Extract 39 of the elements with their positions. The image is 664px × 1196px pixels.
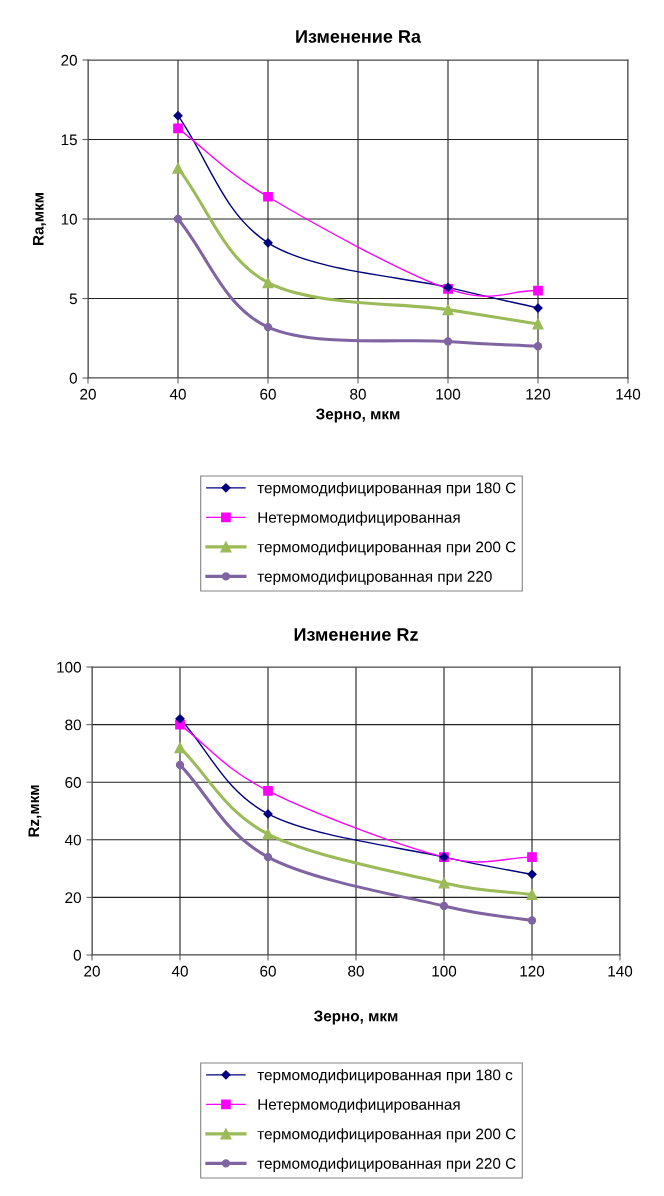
x-tick-label: 40 bbox=[171, 965, 188, 977]
x-tick-label: 80 bbox=[348, 965, 364, 977]
y-tick-label: 100 bbox=[57, 661, 81, 673]
y-tick-label: 60 bbox=[65, 777, 81, 788]
legend-label: термомодифицрованная при 220 bbox=[257, 570, 492, 585]
legend-label: Нетермомодифицированная bbox=[258, 1098, 460, 1113]
y-tick-label: 40 bbox=[64, 834, 81, 846]
legend-label: термомодифицированная при 200 С bbox=[257, 1128, 516, 1143]
y-tick-label: 5 bbox=[69, 293, 77, 305]
y-tick-label: 80 bbox=[65, 719, 81, 731]
x-tick-label: 20 bbox=[84, 965, 100, 977]
legend-label: термомодифицированная при 200 С bbox=[257, 541, 516, 556]
chart-title: Изменение Rz bbox=[294, 628, 418, 641]
y-tick-label: 10 bbox=[61, 213, 77, 225]
chart-title: Изменение Ra bbox=[296, 30, 422, 43]
x-tick-label: 80 bbox=[350, 388, 366, 400]
y-tick-label: 15 bbox=[61, 134, 77, 146]
y-tick-label: 0 bbox=[69, 372, 77, 384]
y-tick-label: 20 bbox=[61, 54, 77, 66]
x-tick-label: 120 bbox=[520, 965, 545, 977]
legend-label: термомодифицированная при 220 С bbox=[257, 1157, 516, 1172]
y-tick-label: 0 bbox=[73, 949, 81, 961]
x-tick-label: 60 bbox=[260, 388, 276, 400]
y-axis-title: Rz,мкм bbox=[28, 785, 42, 837]
legend-label: Нетермомодифицированная bbox=[258, 511, 460, 526]
x-tick-label: 40 bbox=[169, 388, 186, 400]
legend-label: термомодифицированная при 180 С bbox=[257, 482, 516, 497]
x-tick-label: 100 bbox=[436, 388, 461, 400]
x-tick-label: 100 bbox=[432, 965, 457, 977]
x-tick-label: 60 bbox=[260, 965, 276, 977]
legend-label: термомодифицированная при 180 с bbox=[257, 1069, 513, 1084]
y-tick-label: 20 bbox=[65, 892, 81, 904]
x-tick-label: 140 bbox=[608, 965, 633, 977]
x-tick-label: 20 bbox=[80, 388, 96, 400]
y-axis-title: Ra,мкм bbox=[33, 193, 46, 245]
x-axis-title: Зерно, мкм bbox=[316, 408, 400, 423]
x-axis-title: Зерно, мкм bbox=[314, 1010, 398, 1025]
x-tick-label: 120 bbox=[526, 388, 551, 400]
x-tick-label: 140 bbox=[616, 388, 641, 400]
